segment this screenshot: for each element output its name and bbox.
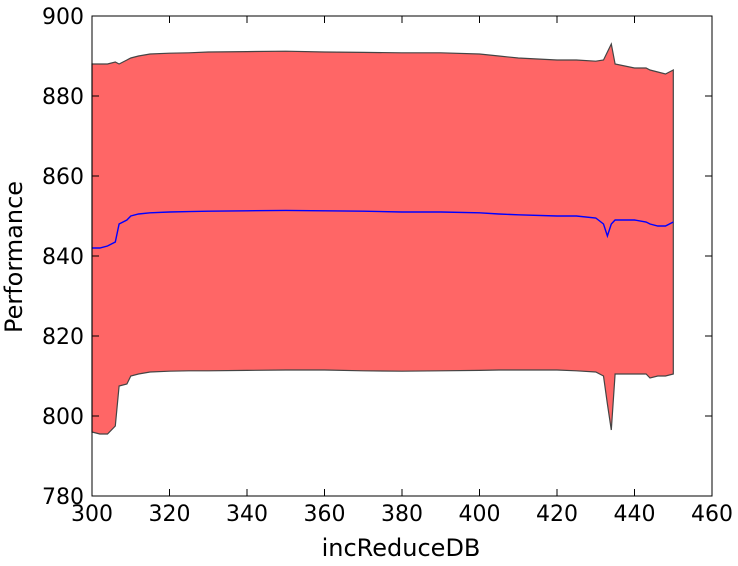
- mean-line: [92, 209, 674, 249]
- line-layer: [92, 209, 674, 249]
- confidence-band: [91, 42, 674, 435]
- x-tick-label: 340: [226, 502, 268, 527]
- x-tick-label: 300: [71, 502, 113, 527]
- x-tick-label: 380: [381, 502, 423, 527]
- y-tick-label: 800: [42, 405, 84, 430]
- x-tick-label: 400: [459, 502, 501, 527]
- y-tick-label: 780: [42, 485, 84, 510]
- y-axis-label: Performance: [0, 181, 28, 333]
- x-tick-label: 440: [614, 502, 656, 527]
- x-tick-label: 460: [691, 502, 733, 527]
- y-axis-ticks: 780 800 820 840 860 880 900: [42, 5, 712, 510]
- x-tick-label: 320: [149, 502, 191, 527]
- y-tick-label: 840: [42, 245, 84, 270]
- y-tick-label: 900: [42, 5, 84, 30]
- x-axis-ticks: 300 320 340 360 380 400 420 440 460: [71, 16, 733, 527]
- y-tick-label: 820: [42, 325, 84, 350]
- x-tick-label: 360: [304, 502, 346, 527]
- y-tick-label: 860: [42, 165, 84, 190]
- band-layer: [91, 42, 674, 435]
- x-tick-label: 420: [536, 502, 578, 527]
- y-tick-label: 880: [42, 85, 84, 110]
- x-axis-label: incReduceDB: [322, 534, 481, 562]
